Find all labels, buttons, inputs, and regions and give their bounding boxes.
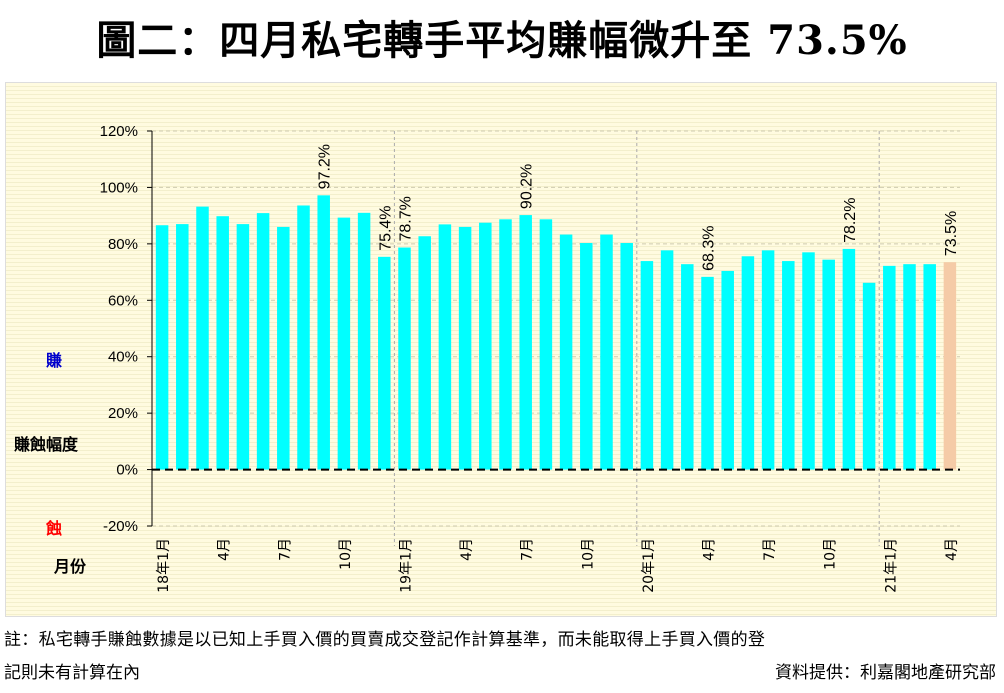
x-tick-label: 7月 (277, 538, 293, 561)
x-tick-label: 19年1月 (399, 538, 415, 593)
footnote: 註：私宅轉手賺蝕數據是以已知上手買入價的買賣成交登記作計算基準，而未能取得上手買… (4, 630, 766, 650)
bar (600, 234, 613, 470)
bar (357, 212, 371, 470)
bar (802, 252, 815, 470)
y-tick-label: -20% (103, 518, 138, 535)
bar (458, 226, 472, 470)
y-tick-label: 100% (100, 179, 138, 196)
bar (741, 256, 755, 470)
bar (196, 206, 209, 470)
bar (438, 224, 452, 470)
bar (155, 225, 169, 470)
bar (378, 256, 391, 470)
bar (277, 226, 290, 470)
bar (236, 224, 250, 470)
x-tick-label: 4月 (217, 538, 233, 561)
loss-label: 蝕 (46, 519, 63, 538)
bar (681, 264, 694, 470)
source-credit: 資料提供：利嘉閣地產研究部 (775, 663, 996, 683)
x-tick-label: 4月 (459, 538, 475, 561)
bar (539, 219, 553, 470)
data-label: 78.7% (398, 196, 415, 241)
x-tick-label: 7月 (762, 538, 778, 561)
data-label: 68.3% (701, 225, 718, 270)
y-axis-title: 賺蝕幅度 (14, 435, 79, 454)
bar (297, 205, 310, 470)
bar (761, 250, 775, 470)
data-label: 97.2% (317, 144, 334, 189)
gain-label: 賺 (46, 351, 63, 370)
bar (620, 243, 633, 470)
bar (862, 282, 876, 470)
x-tick-label: 4月 (944, 538, 960, 561)
bar (317, 195, 330, 470)
bar (398, 247, 411, 470)
x-tick-label: 10月 (580, 538, 596, 570)
y-tick-label: 0% (116, 462, 138, 479)
bar (640, 261, 654, 470)
y-tick-label: 20% (108, 405, 138, 422)
bar (721, 270, 734, 470)
bar (519, 215, 532, 470)
x-tick-label: 10月 (338, 538, 354, 570)
bar (883, 265, 896, 470)
data-label: 90.2% (519, 164, 536, 209)
chart-title: 圖二：四月私宅轉手平均賺幅微升至 73.5% (96, 17, 908, 64)
bar (216, 216, 229, 470)
bar (256, 213, 270, 470)
data-label: 78.2% (842, 198, 859, 243)
bar (943, 262, 957, 470)
y-tick-label: 120% (100, 123, 138, 140)
bar (842, 248, 856, 470)
bar (822, 259, 835, 470)
bar (923, 264, 936, 470)
y-tick-label: 60% (108, 292, 138, 309)
bar (903, 264, 916, 470)
bar (701, 276, 714, 470)
bar (479, 222, 492, 470)
bar (337, 217, 351, 470)
bar (499, 219, 512, 470)
data-label: 75.4% (377, 205, 394, 250)
bar (559, 234, 573, 470)
bar (782, 261, 795, 470)
y-tick-label: 40% (108, 349, 138, 366)
x-tick-label: 21年1月 (883, 538, 899, 593)
x-tick-label: 4月 (702, 538, 718, 561)
bar (580, 243, 593, 470)
x-tick-label: 20年1月 (641, 538, 657, 593)
footnote-cont: 記則未有計算在內 (4, 663, 140, 683)
x-tick-label: 7月 (520, 538, 536, 561)
x-tick-label: 18年1月 (156, 538, 172, 593)
bar (660, 250, 674, 470)
x-tick-label: 10月 (823, 538, 839, 570)
bar (418, 236, 431, 470)
bar (176, 224, 189, 470)
data-label: 73.5% (943, 211, 960, 256)
y-tick-label: 80% (108, 236, 138, 253)
x-axis-title: 月份 (54, 557, 87, 576)
